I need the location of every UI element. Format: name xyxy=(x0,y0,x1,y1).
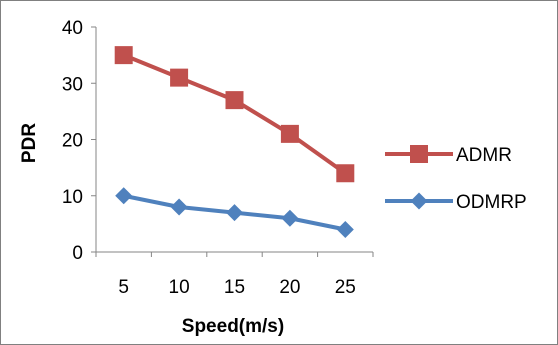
data-point-admr xyxy=(336,164,355,183)
plot-series xyxy=(114,46,355,238)
y-axis-title: PDR xyxy=(19,123,40,163)
legend: ADMR ODMRP xyxy=(385,145,527,213)
y-tick-label: 30 xyxy=(62,74,83,95)
legend-label-odmrp: ODMRP xyxy=(456,192,527,213)
x-tick-label: 15 xyxy=(224,277,245,298)
y-tick-label: 20 xyxy=(62,131,83,152)
data-point-odmrp xyxy=(170,198,188,216)
data-point-odmrp xyxy=(226,204,243,222)
x-tick-label: 5 xyxy=(118,277,129,298)
y-tick-label: 40 xyxy=(62,18,83,39)
legend-marker-admr xyxy=(410,145,428,163)
y-tick-label: 10 xyxy=(62,187,83,208)
legend-marker-odmrp xyxy=(410,192,428,210)
data-point-admr xyxy=(114,46,133,65)
data-point-odmrp xyxy=(281,209,299,227)
x-axis-title: Speed(m/s) xyxy=(182,316,284,337)
data-point-admr xyxy=(225,91,244,110)
x-tick-label: 10 xyxy=(169,277,190,298)
y-tick-label: 0 xyxy=(72,243,83,264)
series-line-admr xyxy=(122,53,347,175)
data-point-odmrp xyxy=(336,221,354,238)
legend-label-admr: ADMR xyxy=(456,145,512,166)
data-point-admr xyxy=(280,124,299,143)
data-point-admr xyxy=(170,68,189,87)
axes: 0 10 20 30 40 5 10 15 20 25 xyxy=(62,18,374,298)
x-tick-label: 25 xyxy=(335,277,356,298)
x-tick-label: 20 xyxy=(279,277,300,298)
data-point-odmrp xyxy=(115,187,133,205)
